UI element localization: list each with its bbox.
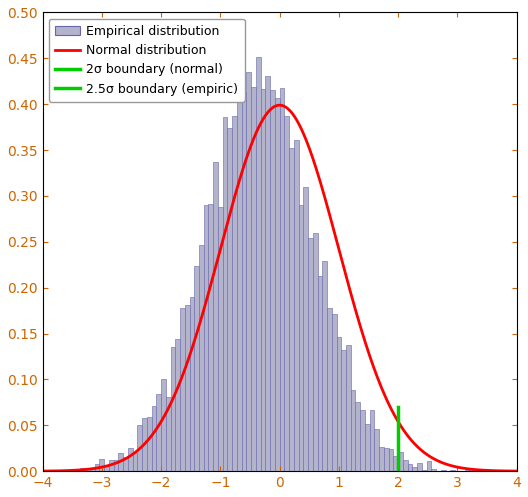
- Bar: [209, 204, 213, 471]
- Bar: [313, 233, 317, 471]
- Bar: [403, 460, 408, 471]
- Bar: [247, 72, 251, 471]
- Bar: [166, 397, 171, 471]
- Bar: [351, 390, 355, 471]
- Bar: [261, 89, 266, 471]
- Bar: [379, 447, 384, 471]
- Bar: [223, 117, 228, 471]
- Bar: [48, 470, 52, 471]
- Bar: [80, 468, 85, 471]
- Bar: [346, 345, 351, 471]
- Bar: [417, 463, 422, 471]
- Normal distribution: [410, 439, 416, 445]
- Bar: [389, 449, 393, 471]
- Bar: [393, 456, 398, 471]
- Bar: [90, 469, 95, 471]
- Bar: [152, 406, 156, 471]
- Bar: [104, 466, 109, 471]
- Normal distribution: [418, 447, 425, 453]
- Bar: [161, 379, 166, 471]
- Bar: [275, 98, 280, 471]
- Normal distribution: [365, 350, 372, 356]
- Bar: [317, 276, 322, 471]
- Bar: [280, 88, 285, 471]
- Normal distribution: [40, 468, 46, 474]
- Bar: [85, 468, 90, 471]
- Normal distribution: [248, 142, 254, 148]
- Bar: [303, 187, 308, 471]
- Bar: [422, 470, 427, 471]
- Bar: [256, 57, 261, 471]
- Bar: [137, 425, 142, 471]
- Normal distribution: [276, 102, 282, 108]
- Bar: [270, 90, 275, 471]
- Bar: [232, 116, 237, 471]
- Bar: [251, 87, 256, 471]
- Bar: [109, 460, 114, 471]
- Bar: [57, 470, 62, 471]
- Bar: [398, 452, 403, 471]
- Bar: [384, 448, 389, 471]
- Bar: [175, 339, 180, 471]
- Bar: [355, 403, 360, 471]
- Bar: [322, 261, 327, 471]
- Bar: [465, 470, 469, 471]
- Bar: [360, 411, 365, 471]
- Bar: [431, 469, 436, 471]
- Bar: [128, 448, 133, 471]
- Bar: [190, 297, 194, 471]
- Bar: [294, 140, 298, 471]
- Bar: [327, 308, 332, 471]
- Bar: [95, 464, 99, 471]
- Bar: [469, 470, 474, 471]
- Normal distribution: [514, 468, 520, 474]
- Bar: [298, 205, 303, 471]
- Bar: [62, 470, 66, 471]
- Bar: [185, 305, 190, 471]
- Bar: [43, 470, 48, 471]
- Bar: [441, 470, 446, 471]
- Bar: [237, 93, 242, 471]
- Bar: [365, 424, 370, 471]
- Line: Normal distribution: Normal distribution: [43, 105, 517, 471]
- Bar: [142, 418, 147, 471]
- Bar: [99, 459, 104, 471]
- Bar: [412, 467, 417, 471]
- Bar: [123, 457, 128, 471]
- Normal distribution: [88, 466, 94, 472]
- Bar: [133, 453, 137, 471]
- Bar: [289, 148, 294, 471]
- Bar: [370, 411, 374, 471]
- Bar: [450, 470, 455, 471]
- Bar: [213, 162, 218, 471]
- Bar: [228, 128, 232, 471]
- Bar: [199, 245, 204, 471]
- Bar: [218, 207, 223, 471]
- Bar: [336, 337, 341, 471]
- Bar: [171, 347, 175, 471]
- Bar: [147, 417, 152, 471]
- Bar: [114, 460, 118, 471]
- Bar: [332, 314, 336, 471]
- Bar: [180, 308, 185, 471]
- Bar: [118, 453, 123, 471]
- Bar: [156, 394, 161, 471]
- Bar: [427, 461, 431, 471]
- Bar: [266, 76, 270, 471]
- Legend: Empirical distribution, Normal distribution, 2σ boundary (normal), 2.5σ boundary: Empirical distribution, Normal distribut…: [49, 19, 244, 102]
- Bar: [194, 266, 199, 471]
- Bar: [308, 239, 313, 471]
- Bar: [285, 116, 289, 471]
- Bar: [341, 349, 346, 471]
- Bar: [374, 429, 379, 471]
- Bar: [242, 91, 247, 471]
- Bar: [408, 464, 412, 471]
- Normal distribution: [231, 195, 238, 201]
- Bar: [204, 205, 209, 471]
